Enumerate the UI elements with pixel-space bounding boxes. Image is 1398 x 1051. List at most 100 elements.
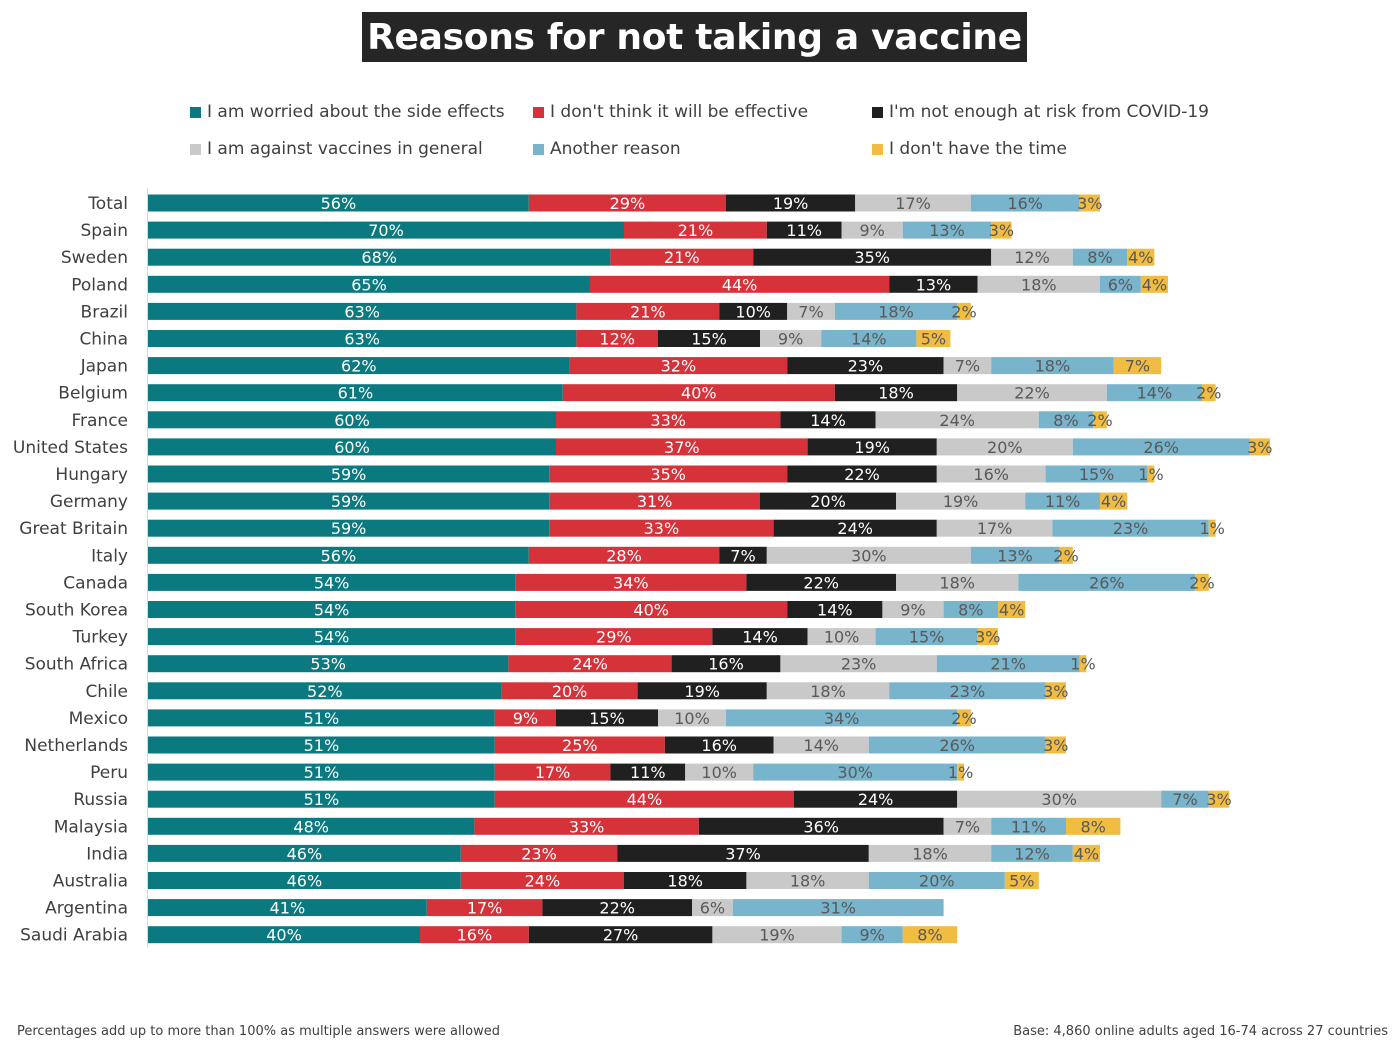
data-label: 8% [1053,411,1078,430]
data-label: 9% [513,709,538,728]
data-label: 14% [851,330,887,349]
data-label: 2% [951,709,976,728]
data-label: 15% [589,709,625,728]
data-label: 60% [334,411,370,430]
data-label: 7% [955,357,980,376]
data-label: 7% [955,817,980,836]
data-label: 1% [948,763,973,782]
data-label: 1% [1070,655,1095,674]
data-label: 18% [878,302,914,321]
stacked-bar-chart: Total 56% 29% 19% 17% 16% 3%Spain 70% 21% 11% 9% 13… [0,0,1398,1000]
data-label: 11% [786,221,822,240]
data-label: 3% [1247,438,1272,457]
data-label: 28% [606,546,642,565]
data-label: 19% [759,926,795,945]
category-label: Germany [50,492,128,512]
category-label: Malaysia [54,817,128,837]
data-label: 2% [1087,411,1112,430]
category-label: South Africa [25,655,128,675]
category-label: Sweden [61,248,128,268]
category-label: Hungary [55,465,128,485]
data-label: 9% [900,601,925,620]
data-label: 2% [951,302,976,321]
data-label: 22% [599,899,635,918]
data-label: 59% [331,519,367,538]
data-label: 36% [803,817,839,836]
data-label: 18% [912,844,948,863]
data-label: 12% [1014,844,1050,863]
data-label: 15% [1079,465,1115,484]
data-label: 4% [1101,492,1126,511]
data-label: 18% [790,872,826,891]
data-label: 18% [1035,357,1071,376]
data-label: 4% [1142,275,1167,294]
data-label: 12% [599,330,635,349]
category-label: Canada [63,573,128,593]
data-label: 6% [700,899,725,918]
category-label: Australia [53,872,128,892]
category-label: Netherlands [24,736,128,756]
category-label: South Korea [25,601,128,621]
data-label: 18% [878,384,914,403]
category-label: Russia [73,790,128,810]
category-label: Mexico [69,709,128,729]
data-label: 23% [1113,519,1149,538]
data-label: 10% [701,763,737,782]
data-label: 44% [722,275,758,294]
data-label: 7% [1125,357,1150,376]
data-label: 22% [1014,384,1050,403]
category-label: United States [13,438,128,458]
data-label: 26% [1143,438,1179,457]
data-label: 56% [321,194,357,213]
data-label: 10% [735,302,771,321]
data-label: 56% [321,546,357,565]
data-label: 16% [701,736,737,755]
data-label: 9% [860,926,885,945]
data-label: 3% [989,221,1014,240]
data-label: 41% [270,899,306,918]
data-label: 10% [674,709,710,728]
data-label: 11% [630,763,666,782]
category-label: India [86,844,128,864]
category-label: Spain [81,221,129,241]
category-label: France [71,411,128,431]
data-label: 52% [307,682,343,701]
category-label: Japan [80,357,128,377]
data-label: 30% [837,763,873,782]
footnote-left: Percentages add up to more than 100% as … [17,1024,500,1039]
data-label: 54% [314,573,350,592]
data-label: 68% [361,248,397,267]
data-label: 15% [691,330,727,349]
data-label: 3% [975,628,1000,647]
data-label: 35% [650,465,686,484]
data-label: 20% [987,438,1023,457]
data-label: 9% [778,330,803,349]
data-label: 26% [1089,573,1125,592]
data-label: 17% [895,194,931,213]
data-label: 37% [664,438,700,457]
data-label: 14% [810,411,846,430]
data-label: 6% [1108,275,1133,294]
data-label: 13% [929,221,965,240]
data-label: 48% [293,817,329,836]
data-label: 14% [742,628,778,647]
data-label: 18% [1021,275,1057,294]
data-label: 40% [633,601,669,620]
data-label: 65% [351,275,387,294]
data-label: 51% [304,736,340,755]
data-label: 59% [331,492,367,511]
data-label: 46% [287,844,323,863]
data-label: 59% [331,465,367,484]
data-label: 1% [1138,465,1163,484]
data-label: 19% [773,194,809,213]
category-label: Chile [85,682,128,702]
data-label: 10% [824,628,860,647]
data-label: 8% [1087,248,1112,267]
data-label: 60% [334,438,370,457]
data-label: 15% [909,628,945,647]
category-label: Belgium [58,384,128,404]
data-label: 62% [341,357,377,376]
data-label: 3% [1043,736,1068,755]
category-label: Poland [71,275,128,295]
data-label: 33% [569,817,605,836]
